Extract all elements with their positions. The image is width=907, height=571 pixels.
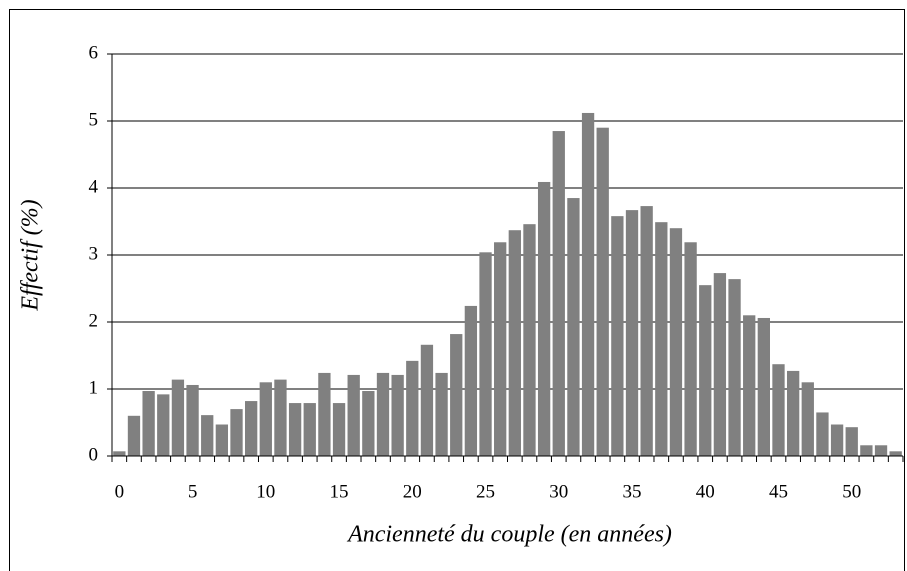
bar: [420, 344, 434, 456]
bar: [274, 379, 287, 456]
bar: [288, 403, 302, 456]
y-axis-title: Effectif (%): [18, 199, 44, 311]
bar: [830, 424, 844, 456]
bar: [464, 305, 478, 456]
x-tick-label: 20: [403, 481, 422, 502]
bar: [728, 279, 741, 456]
bar: [713, 273, 727, 456]
bar: [201, 415, 214, 456]
bar: [508, 230, 521, 456]
bar: [611, 216, 624, 456]
y-tick-label: 1: [89, 377, 99, 398]
bar: [699, 285, 712, 456]
x-tick-label: 25: [476, 481, 495, 502]
bar: [113, 451, 126, 456]
bar: [523, 224, 536, 456]
bar: [772, 364, 785, 456]
x-axis-title: Ancienneté du couple (en années): [346, 522, 672, 548]
x-tick-label: 35: [623, 481, 642, 502]
x-tick-label: 40: [696, 481, 715, 502]
y-tick-label: 4: [89, 176, 99, 197]
bar: [743, 315, 756, 456]
x-tick-label: 50: [842, 481, 861, 502]
bar: [215, 424, 229, 456]
bar: [245, 401, 258, 456]
bar: [230, 409, 243, 456]
y-tick-label: 2: [89, 310, 99, 331]
bar: [362, 391, 375, 456]
bar: [552, 131, 565, 457]
bar: [845, 427, 858, 456]
bar: [757, 317, 770, 456]
bar: [259, 382, 272, 456]
bar: [655, 222, 668, 456]
bar: [596, 127, 609, 456]
bar: [318, 372, 331, 456]
y-tick-label: 5: [89, 109, 99, 130]
bar: [171, 379, 185, 456]
bar: [625, 210, 639, 456]
bar: [376, 372, 390, 456]
x-tick-label: 5: [188, 481, 198, 502]
bar: [889, 451, 902, 456]
bar: [874, 445, 888, 456]
x-tick-label: 10: [256, 481, 275, 502]
bar: [860, 445, 873, 456]
bar: [332, 403, 346, 456]
y-tick-label: 3: [89, 243, 99, 264]
x-tick-label: 45: [769, 481, 788, 502]
x-tick-label: 0: [115, 481, 125, 502]
bar: [406, 360, 419, 456]
bar: [537, 181, 551, 456]
bar: [640, 206, 653, 456]
bar: [142, 391, 155, 456]
bar: [347, 374, 360, 456]
chart-frame: [9, 9, 905, 571]
y-tick-label: 0: [89, 444, 99, 465]
bar: [581, 112, 595, 457]
bar: [494, 242, 507, 456]
x-tick-label: 15: [330, 481, 349, 502]
bar: [303, 403, 316, 456]
bar: [816, 412, 829, 456]
bar: [157, 394, 170, 456]
bar: [669, 228, 683, 456]
bar: [801, 382, 814, 456]
bar: [567, 198, 580, 457]
bar: [786, 370, 800, 456]
x-tick-label: 30: [549, 481, 568, 502]
bar: [186, 384, 199, 456]
bar: [450, 334, 463, 456]
bar: [391, 374, 404, 456]
y-tick-label: 6: [89, 42, 99, 63]
bar: [435, 372, 448, 456]
bar: [684, 242, 697, 456]
bar: [479, 252, 492, 456]
bar: [127, 415, 141, 456]
